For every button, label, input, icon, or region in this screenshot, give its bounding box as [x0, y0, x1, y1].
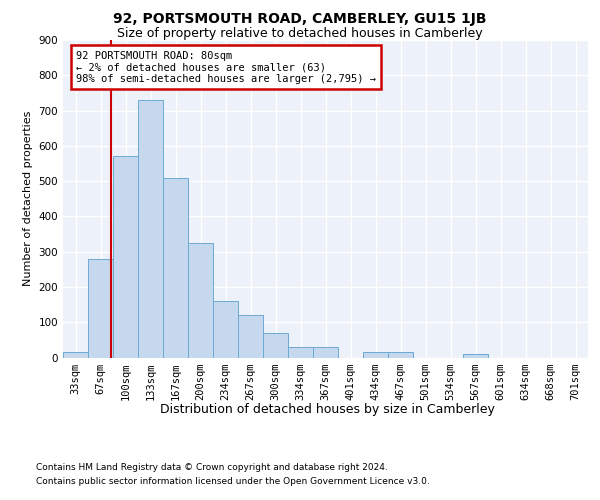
Bar [288, 347, 313, 358]
Bar [163, 178, 188, 358]
Bar [238, 315, 263, 358]
Bar [113, 156, 138, 358]
Bar [213, 301, 238, 358]
Text: Contains HM Land Registry data © Crown copyright and database right 2024.: Contains HM Land Registry data © Crown c… [36, 462, 388, 471]
Bar [188, 243, 213, 358]
Text: 92 PORTSMOUTH ROAD: 80sqm
← 2% of detached houses are smaller (63)
98% of semi-d: 92 PORTSMOUTH ROAD: 80sqm ← 2% of detach… [76, 50, 376, 84]
Bar [388, 352, 413, 358]
Bar [88, 258, 113, 358]
Bar [363, 352, 388, 358]
Bar [463, 354, 488, 358]
Text: Distribution of detached houses by size in Camberley: Distribution of detached houses by size … [160, 402, 494, 415]
Bar [313, 347, 338, 358]
Text: Size of property relative to detached houses in Camberley: Size of property relative to detached ho… [117, 28, 483, 40]
Bar [138, 100, 163, 357]
Bar [63, 352, 88, 358]
Bar [263, 333, 288, 357]
Text: Contains public sector information licensed under the Open Government Licence v3: Contains public sector information licen… [36, 478, 430, 486]
Y-axis label: Number of detached properties: Number of detached properties [23, 111, 33, 286]
Text: 92, PORTSMOUTH ROAD, CAMBERLEY, GU15 1JB: 92, PORTSMOUTH ROAD, CAMBERLEY, GU15 1JB [113, 12, 487, 26]
